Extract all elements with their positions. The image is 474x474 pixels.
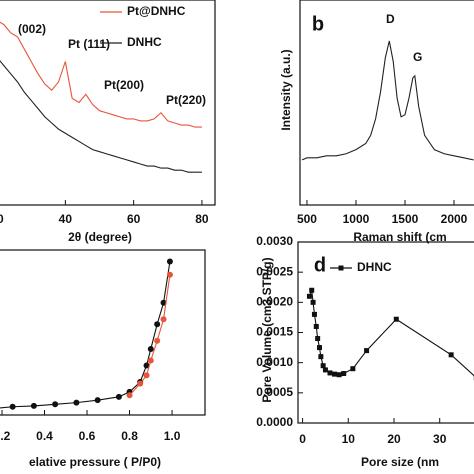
marker [313,323,319,329]
x-tick-label: 20 [0,212,4,226]
axes-frame [0,0,216,206]
y-axis-label: Pore Volume (cm3.STP/g) [260,257,274,402]
marker [448,352,454,358]
marker [336,372,342,378]
marker [315,336,321,342]
annotation: Pt(220) [166,93,206,107]
x-tick-label: 1.0 [164,429,181,443]
marker [166,258,173,265]
annotation: D [386,12,395,26]
marker [364,348,370,354]
annotation: G [413,50,422,64]
x-axis-label: Pore size (nm [361,455,439,469]
marker [350,366,356,372]
data-line [129,274,171,396]
marker [306,293,312,299]
marker [73,399,80,406]
x-axis-label: Raman shift (cm [353,230,446,244]
panel-label: b [312,13,324,35]
annotation: (002) [18,22,46,36]
y-axis-label: Intensity (a.u.) [279,49,293,130]
x-tick-label: 0.4 [36,429,53,443]
marker [126,392,133,399]
x-tick-label: 0.8 [121,429,138,443]
data-line [0,21,202,128]
legend-label: Pt@DNHC [127,4,186,18]
y-tick-label: 0.0015 [256,325,293,339]
legend-label: DHNC [357,260,392,274]
y-tick-label: 0.0030 [256,234,293,248]
marker [143,362,150,369]
marker [137,380,144,387]
x-tick-label: 80 [195,212,209,226]
marker [94,397,101,404]
marker [322,367,328,373]
marker [143,372,150,379]
marker [332,371,338,377]
x-tick-label: 0.2 [0,429,11,443]
x-tick-label: 1500 [392,212,419,226]
x-tick-label: 500 [297,212,317,226]
marker [310,299,316,305]
x-tick-label: 40 [59,212,73,226]
y-tick-label: 0.0010 [256,355,293,369]
marker [154,337,161,344]
annotation: Pt (111) [68,37,110,51]
marker [30,402,37,409]
legend-marker [338,265,344,271]
marker [341,371,347,377]
marker [311,311,317,317]
annotation: Pt(200) [104,78,144,92]
x-tick-label: 60 [127,212,141,226]
legend-label: DNHC [127,35,162,49]
x-tick-label: 0 [299,432,306,446]
y-tick-label: 0.0000 [256,415,293,429]
y-tick-label: 0.0025 [256,264,293,278]
marker [309,287,315,293]
data-line [0,60,202,173]
marker [320,363,326,369]
marker [147,357,154,364]
y-tick-label: 0.0005 [256,385,293,399]
marker [316,345,322,351]
data-line [0,261,171,409]
x-tick-label: 30 [433,432,447,446]
marker [327,370,333,376]
marker [166,271,173,278]
marker [393,316,399,322]
data-line [301,40,474,161]
y-tick-label: 0.0020 [256,295,293,309]
marker [160,299,167,306]
marker [52,401,59,408]
marker [9,403,16,410]
x-axis-label: elative pressure ( P/P0) [29,455,161,469]
marker [147,346,154,352]
x-tick-label: 20 [387,432,401,446]
marker [318,354,324,360]
axes-frame [0,249,206,416]
panel-label: d [314,254,326,276]
data-line [308,290,474,377]
x-tick-label: 1000 [343,212,370,226]
x-tick-label: 0.6 [79,429,96,443]
marker [154,321,161,328]
marker [115,393,122,400]
x-axis-label: 2θ (degree) [68,230,132,244]
x-tick-label: 10 [342,432,356,446]
marker [160,316,167,323]
x-tick-label: 2000 [441,212,468,226]
axes-frame [299,0,474,206]
